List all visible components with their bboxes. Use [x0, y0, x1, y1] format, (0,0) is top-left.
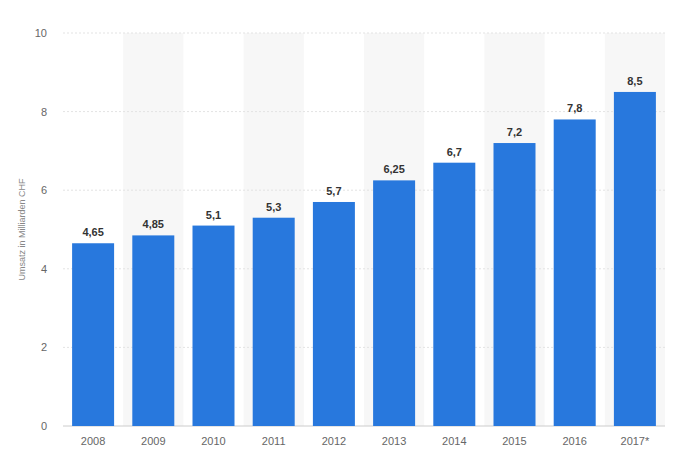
y-tick-label: 10	[35, 27, 47, 39]
x-tick-label: 2015	[502, 435, 526, 447]
data-label: 6,25	[383, 163, 404, 175]
bar	[554, 119, 596, 426]
data-label: 5,3	[266, 201, 281, 213]
x-tick-label: 2009	[141, 435, 165, 447]
x-tick-label: 2012	[322, 435, 346, 447]
bar	[614, 92, 656, 426]
x-tick-label: 2017*	[621, 435, 650, 447]
x-tick-label: 2008	[81, 435, 105, 447]
bar	[373, 180, 415, 426]
data-label: 5,7	[326, 185, 341, 197]
y-tick-label: 8	[41, 106, 47, 118]
x-tick-label: 2016	[562, 435, 586, 447]
band	[605, 33, 665, 426]
x-tick-label: 2011	[262, 435, 286, 447]
x-tick-label: 2013	[382, 435, 406, 447]
x-tick-label: 2010	[201, 435, 225, 447]
grid-line	[63, 33, 665, 34]
y-tick-label: 2	[41, 341, 47, 353]
band	[364, 33, 424, 426]
data-label: 7,2	[507, 126, 522, 138]
bar	[494, 143, 536, 426]
band	[244, 33, 304, 426]
data-label: 6,7	[447, 146, 462, 158]
y-tick-label: 4	[41, 263, 47, 275]
y-tick-label: 6	[41, 184, 47, 196]
bar	[72, 243, 114, 426]
y-axis-label: Umsatz in Milliarden CHF	[17, 178, 27, 281]
data-label: 5,1	[206, 209, 221, 221]
band	[484, 33, 544, 426]
data-label: 8,5	[627, 75, 642, 87]
bar	[132, 235, 174, 426]
chart: 0 2 4 6 8 10 Umsatz in Milliarden CHF 4,65 4,85 5…	[0, 0, 686, 461]
data-label: 4,85	[143, 218, 164, 230]
bar	[433, 163, 475, 426]
bars	[72, 92, 656, 426]
bar	[313, 202, 355, 426]
x-tick-label: 2014	[442, 435, 466, 447]
data-label: 7,8	[567, 102, 582, 114]
band	[123, 33, 183, 426]
y-tick-label: 0	[41, 420, 47, 432]
bar	[253, 218, 295, 426]
bar	[193, 226, 235, 426]
data-label: 4,65	[82, 226, 103, 238]
